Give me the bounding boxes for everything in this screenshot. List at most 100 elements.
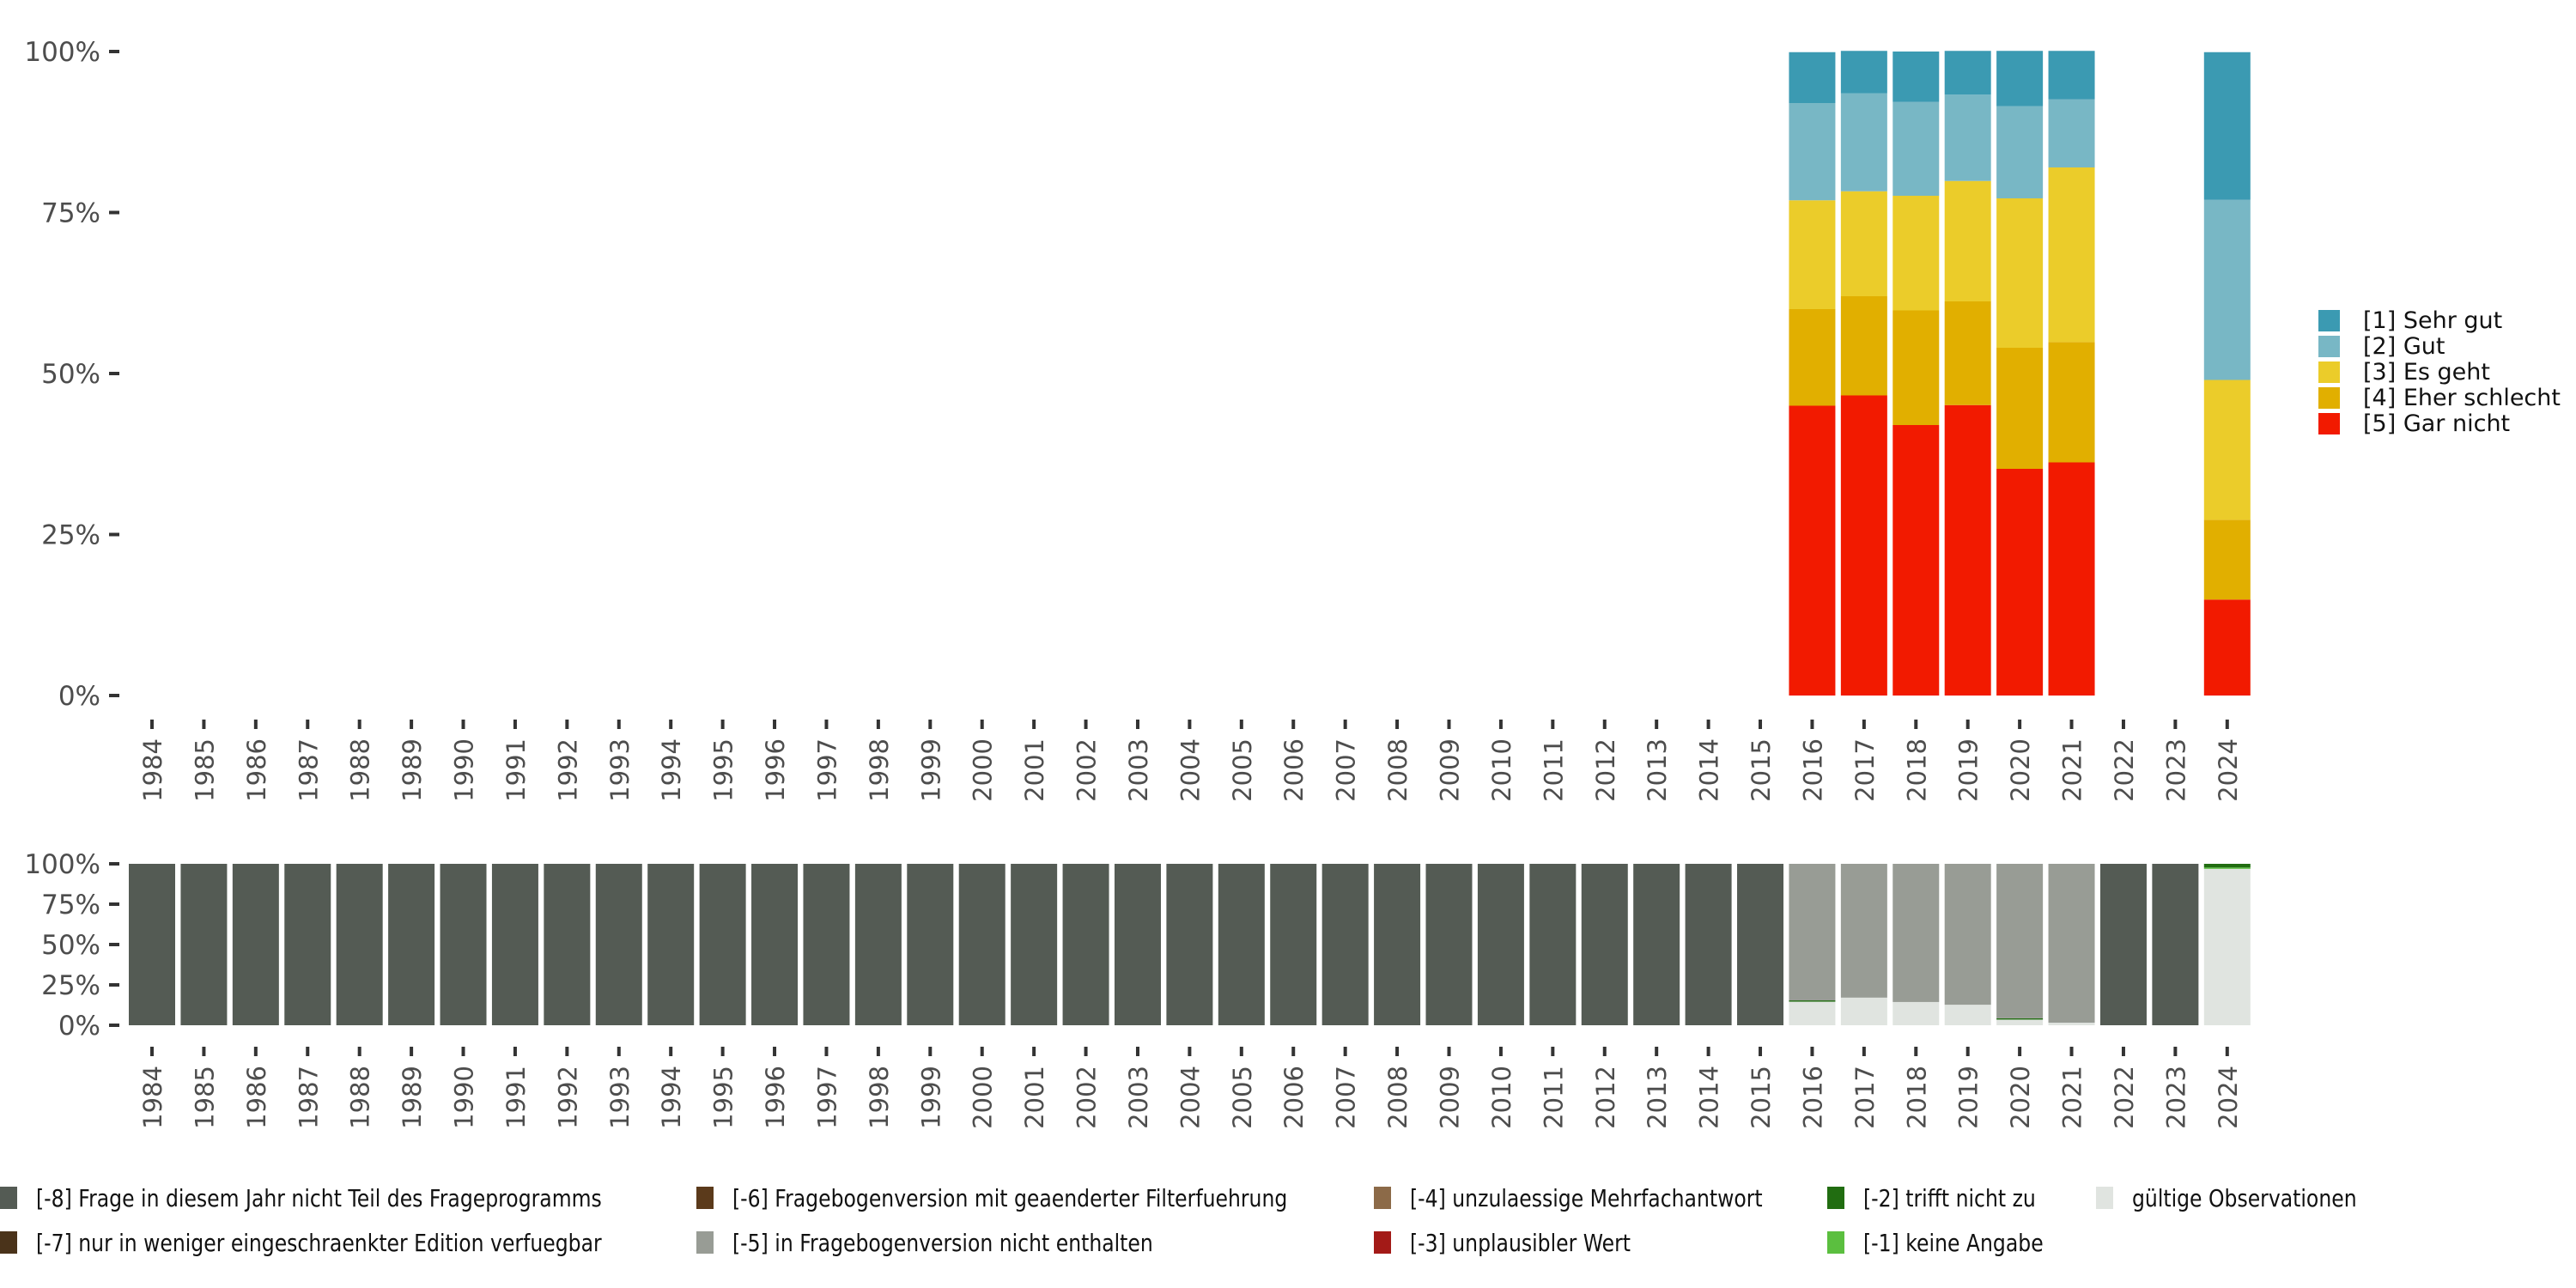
legend-label: [-4] unzulaessige Mehrfachantwort — [1410, 1183, 1763, 1212]
legend-swatch — [0, 1187, 17, 1209]
bar-2009--8-frage-in-diesem-jahr-nicht-teil-des-frageprogramms — [1425, 864, 1473, 1025]
legend-item: gültige Observationen — [2096, 1178, 2399, 1218]
legend-label: [5] Gar nicht — [2363, 410, 2511, 437]
bar-2020--4-eher-schlecht — [1996, 348, 2044, 469]
bar-1990--8-frage-in-diesem-jahr-nicht-teil-des-frageprogramms — [440, 864, 487, 1025]
x-tick-label: 2012 — [1591, 738, 1620, 802]
x-tick-label: 1984 — [138, 1066, 167, 1129]
x-tick-label: 1996 — [761, 1066, 790, 1129]
bar-2016--2-gut — [1789, 103, 1836, 201]
bar-2019--5-gar-nicht — [1944, 404, 1991, 696]
x-tick-label: 1987 — [294, 1066, 323, 1129]
y-tick-label: 100% — [24, 37, 100, 68]
legend-swatch — [2318, 412, 2340, 434]
x-tick-label: 2010 — [1487, 738, 1516, 802]
x-tick-label: 1991 — [501, 738, 531, 802]
x-tick-label: 1992 — [553, 738, 582, 802]
bar-2017--5-gar-nicht — [1840, 395, 1887, 696]
x-tick-label: 1997 — [812, 1066, 841, 1129]
x-tick-label: 2020 — [2006, 1066, 2035, 1129]
x-tick-label: 2006 — [1279, 1066, 1309, 1129]
bar-2019--3-es-geht — [1944, 180, 1991, 301]
legend-swatch — [696, 1187, 714, 1209]
x-tick-label: 2013 — [1643, 1066, 1672, 1129]
x-tick-label: 1999 — [916, 738, 945, 802]
x-tick-label: 1995 — [709, 1066, 738, 1129]
x-tick-label: 1993 — [605, 738, 635, 802]
bar-2004--8-frage-in-diesem-jahr-nicht-teil-des-frageprogramms — [1166, 864, 1213, 1025]
bar-2010--8-frage-in-diesem-jahr-nicht-teil-des-frageprogramms — [1477, 864, 1524, 1025]
legend-item: [1] Sehr gut — [2318, 307, 2561, 334]
x-tick-label: 2005 — [1228, 738, 1257, 802]
x-tick-label: 1986 — [242, 1066, 271, 1129]
y-tick-label: 50% — [41, 930, 100, 961]
x-tick-label: 1991 — [501, 1066, 531, 1129]
bar-2021--5-in-fragebogenversion-nicht-enthalten — [2048, 864, 2095, 1023]
bar-2017--2-gut — [1840, 93, 1887, 191]
x-tick-label: 2019 — [1954, 738, 1984, 802]
x-tick-label: 2009 — [1436, 738, 1465, 802]
x-tick-label: 2007 — [1332, 1066, 1361, 1129]
x-tick-label: 2024 — [2214, 1066, 2243, 1129]
legend-label: [3] Es geht — [2363, 358, 2490, 386]
bar-2020--1-sehr-gut — [1996, 51, 2044, 106]
x-tick-label: 1995 — [709, 738, 738, 802]
x-tick-label: 1999 — [916, 1066, 945, 1129]
x-tick-label: 2024 — [2214, 738, 2243, 802]
bar-2007--8-frage-in-diesem-jahr-nicht-teil-des-frageprogramms — [1321, 864, 1369, 1025]
x-tick-label: 2018 — [1902, 1066, 1931, 1129]
x-tick-label: 2000 — [969, 1066, 998, 1129]
bar-2015--8-frage-in-diesem-jahr-nicht-teil-des-frageprogramms — [1737, 864, 1784, 1025]
bar-2021--2-gut — [2048, 99, 2095, 167]
bar-1994--8-frage-in-diesem-jahr-nicht-teil-des-frageprogramms — [647, 864, 695, 1025]
x-tick-label: 1990 — [450, 738, 479, 802]
x-tick-label: 1998 — [865, 1066, 894, 1129]
x-tick-label: 2008 — [1383, 1066, 1413, 1129]
x-tick-label: 2009 — [1436, 1066, 1465, 1129]
legend-missing-codes: [-8] Frage in diesem Jahr nicht Teil des… — [0, 1178, 2576, 1273]
legend-label: [-8] Frage in diesem Jahr nicht Teil des… — [36, 1183, 602, 1212]
bar-2021--5-gar-nicht — [2048, 462, 2095, 696]
y-tick-label: 50% — [41, 359, 100, 390]
x-tick-label: 2007 — [1332, 738, 1361, 802]
x-tick-label: 2014 — [1695, 738, 1724, 802]
bar-2024--4-eher-schlecht — [2203, 519, 2251, 600]
legend-item: [2] Gut — [2318, 333, 2561, 360]
legend-swatch — [696, 1231, 714, 1254]
bar-2024--5-gar-nicht — [2203, 599, 2251, 696]
x-tick-label: 2012 — [1591, 1066, 1620, 1129]
x-tick-label: 2011 — [1539, 738, 1568, 802]
y-tick-label: 25% — [41, 970, 100, 1001]
bar-2018--5-gar-nicht — [1893, 425, 1940, 696]
x-tick-label: 1989 — [398, 738, 427, 802]
x-tick-label: 2002 — [1072, 1066, 1102, 1129]
bar-2024-g-ltige-observationen — [2203, 867, 2251, 1025]
bar-2024--1-keine-angabe — [2203, 867, 2251, 869]
legend-item: [5] Gar nicht — [2318, 410, 2561, 437]
bar-2017--3-es-geht — [1840, 191, 1887, 296]
bar-2000--8-frage-in-diesem-jahr-nicht-teil-des-frageprogramms — [958, 864, 1005, 1025]
legend-label: [4] Eher schlecht — [2363, 384, 2561, 411]
y-tick-label: 75% — [41, 890, 100, 920]
bar-2016--3-es-geht — [1789, 200, 1836, 309]
bar-2002--8-frage-in-diesem-jahr-nicht-teil-des-frageprogramms — [1062, 864, 1109, 1025]
bottom-panel-missing-codes: 0% 25% 50% 75% 100% 1984 1985 1986 1987 1988 1989 1… — [24, 849, 2251, 1129]
legend-item: [-6] Fragebogenversion mit geaenderter F… — [696, 1178, 1393, 1218]
x-tick-label: 1988 — [346, 1066, 375, 1129]
bar-1998--8-frage-in-diesem-jahr-nicht-teil-des-frageprogramms — [854, 864, 902, 1025]
y-tick-label: 0% — [58, 681, 100, 712]
legend-swatch — [1374, 1187, 1391, 1209]
bar-1996--8-frage-in-diesem-jahr-nicht-teil-des-frageprogramms — [751, 864, 799, 1025]
legend-label: [-3] unplausibler Wert — [1410, 1228, 1631, 1257]
bar-2019--1-sehr-gut — [1944, 51, 1991, 95]
bar-2021--1-sehr-gut — [2048, 51, 2095, 100]
legend-swatch — [1827, 1231, 1844, 1254]
bar-2016--5-gar-nicht — [1789, 405, 1836, 696]
x-tick-label: 2008 — [1383, 738, 1413, 802]
y-tick-label: 75% — [41, 198, 100, 229]
legend-item: [-5] in Fragebogenversion nicht enthalte… — [696, 1223, 1233, 1262]
y-tick-label: 25% — [41, 520, 100, 551]
bar-2013--8-frage-in-diesem-jahr-nicht-teil-des-frageprogramms — [1633, 864, 1680, 1025]
x-tick-label: 2017 — [1850, 1066, 1880, 1129]
